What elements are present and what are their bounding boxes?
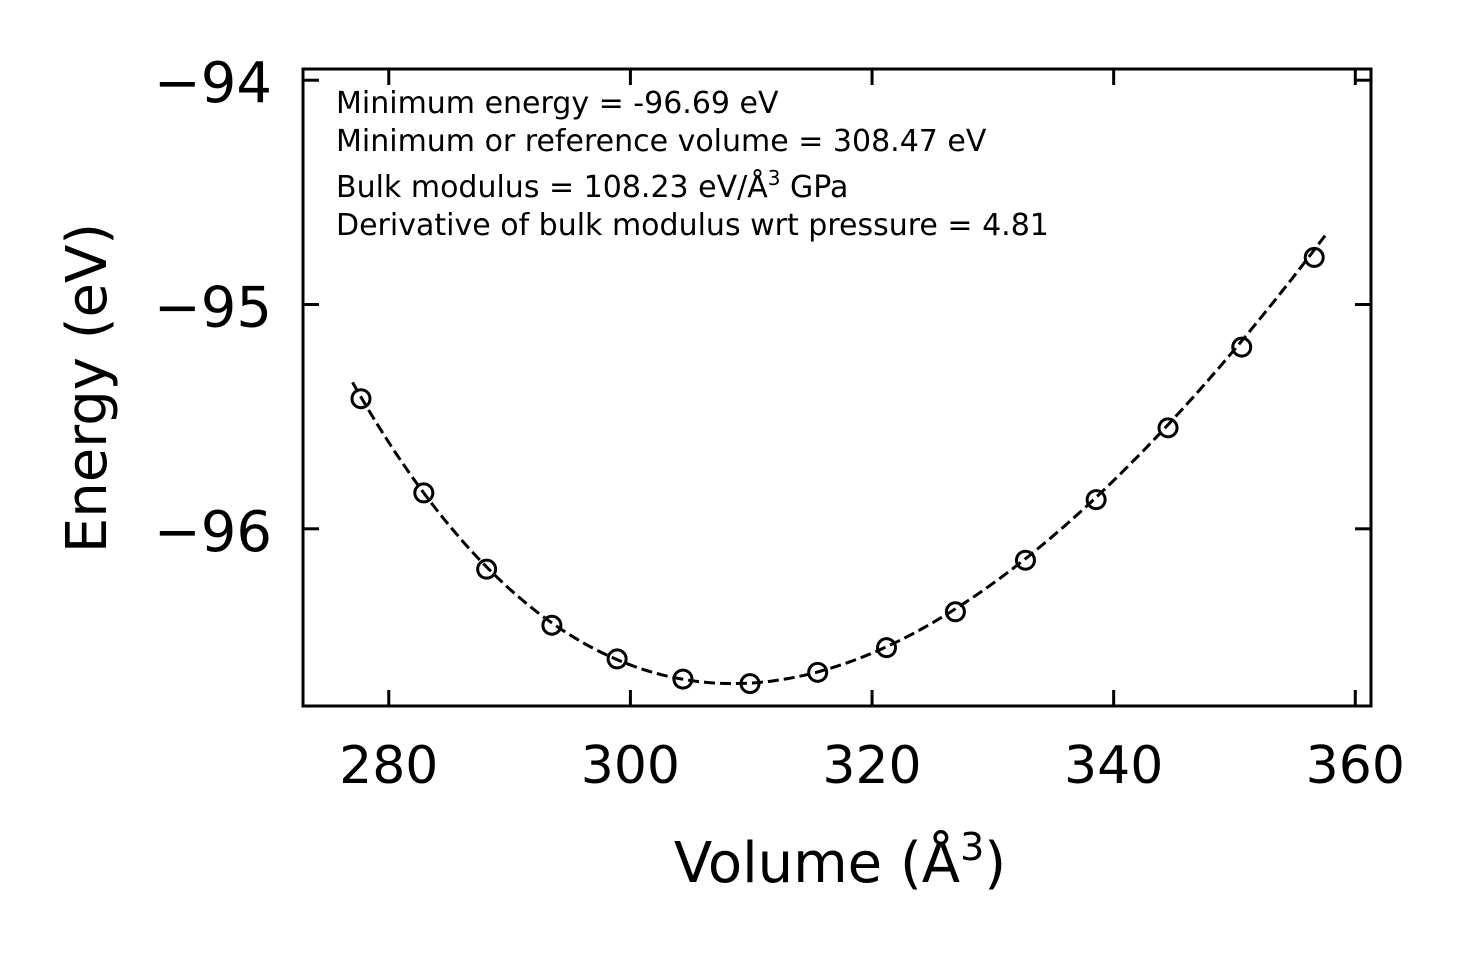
data-point bbox=[1231, 336, 1253, 358]
x-tick-label: 360 bbox=[1306, 736, 1405, 796]
y-tick-label: −95 bbox=[154, 276, 272, 341]
data-point bbox=[476, 558, 498, 580]
data-point bbox=[807, 661, 829, 683]
data-point bbox=[672, 668, 694, 690]
axis-ticks: 280 300 320 340 360 −94 −95 −96 bbox=[154, 51, 1405, 796]
data-point bbox=[350, 388, 372, 410]
annotation-bulk-modulus: Bulk modulus = 108.23 eV/Å3 GPa bbox=[336, 166, 848, 205]
y-tick-label: −96 bbox=[154, 500, 272, 565]
data-point bbox=[1085, 489, 1107, 511]
annotation-box: Minimum energy = -96.69 eV Minimum or re… bbox=[336, 86, 1049, 243]
data-point bbox=[739, 673, 761, 695]
data-point bbox=[606, 648, 628, 670]
data-point bbox=[1014, 549, 1036, 571]
annotation-min-energy: Minimum energy = -96.69 eV bbox=[336, 86, 779, 121]
data-point bbox=[876, 637, 898, 659]
x-tick-label: 300 bbox=[581, 736, 680, 796]
annotation-bulk-derivative: Derivative of bulk modulus wrt pressure … bbox=[336, 208, 1049, 243]
data-point bbox=[1303, 246, 1325, 268]
plot-marks bbox=[350, 234, 1327, 695]
data-point bbox=[944, 601, 966, 623]
y-axis-label: Energy (eV) bbox=[55, 223, 120, 553]
plot-frame bbox=[301, 67, 1373, 708]
x-tick-label: 340 bbox=[1064, 736, 1163, 796]
data-point bbox=[413, 482, 435, 504]
annotation-min-volume: Minimum or reference volume = 308.47 eV bbox=[336, 124, 987, 159]
x-tick-label: 280 bbox=[339, 736, 438, 796]
x-axis-label: Volume (Å3) bbox=[674, 825, 1006, 896]
x-tick-label: 320 bbox=[822, 736, 921, 796]
y-tick-label: −94 bbox=[154, 51, 272, 116]
data-point bbox=[541, 614, 563, 636]
fit-curve bbox=[351, 234, 1327, 686]
data-point bbox=[1157, 417, 1179, 439]
